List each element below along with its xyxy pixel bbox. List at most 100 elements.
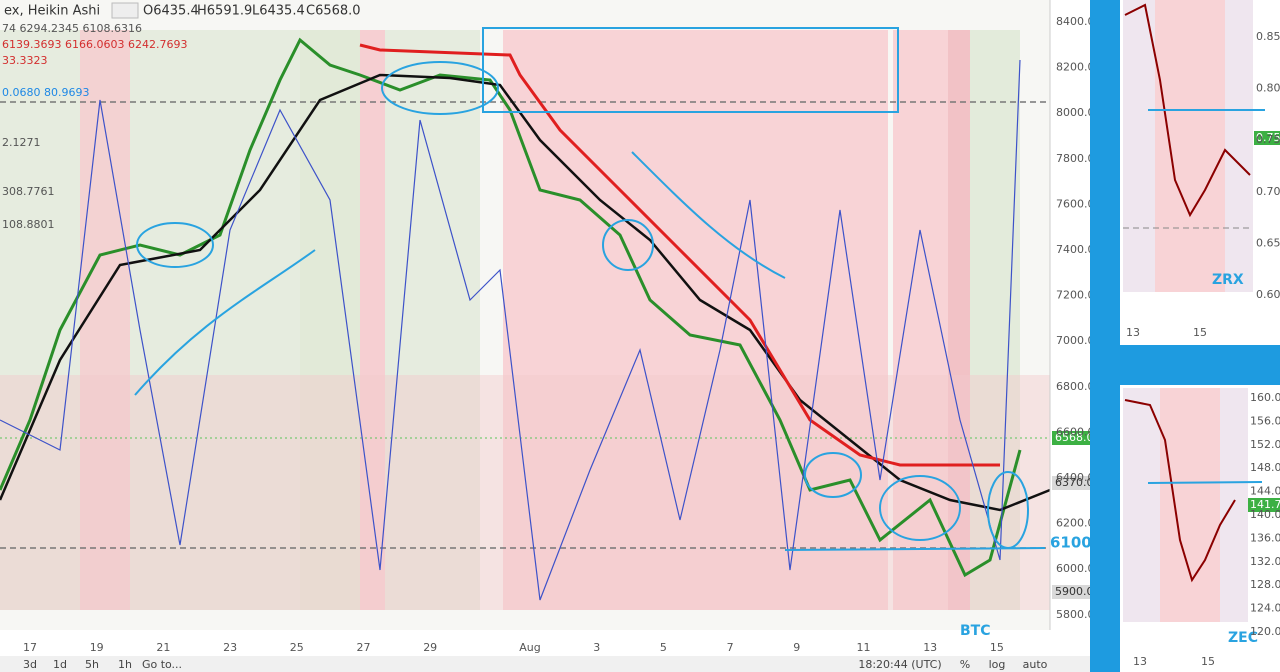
red-zone xyxy=(503,30,888,610)
price-tick-label: 7600.0 xyxy=(1056,197,1095,210)
annotation: ZEC xyxy=(1228,630,1258,646)
red-zone xyxy=(1155,0,1225,292)
price-tick-label: 0.750 xyxy=(1256,133,1280,146)
moving-average xyxy=(0,73,1051,512)
ohlc-open: O6435.4 xyxy=(143,4,199,19)
price-tick-label: 6400.0 xyxy=(1056,471,1095,484)
date-tick-label: 11 xyxy=(857,641,871,654)
date-tick-label: 5 xyxy=(660,641,667,654)
annotation-arrow xyxy=(134,249,316,396)
date-tick-label: 15 xyxy=(990,641,1004,654)
indicator-values: 308.7761 xyxy=(2,185,55,198)
price-tick-label: 0.650 xyxy=(1256,236,1280,249)
date-tick-label: 17 xyxy=(23,641,37,654)
annotation: BTC xyxy=(960,623,991,639)
date-tick-label: 25 xyxy=(290,641,304,654)
price-candles xyxy=(1124,3,1251,218)
cloud xyxy=(0,375,1050,610)
price-label: 0.752 xyxy=(1256,131,1280,144)
price-label: 5900.0 xyxy=(1055,585,1094,598)
annotation-ellipse xyxy=(879,475,961,541)
green-zone xyxy=(970,30,1020,610)
separator xyxy=(1120,345,1280,385)
indicator-values: 33.3323 xyxy=(2,54,48,67)
date-tick-label: 3 xyxy=(593,641,600,654)
toolbar-button[interactable]: 5h xyxy=(85,658,99,671)
price-tick-label: 6600.0 xyxy=(1056,425,1095,438)
price-tick-label: 0.600 xyxy=(1256,288,1280,301)
toolbar-button[interactable]: 18:20:44 (UTC) xyxy=(858,658,941,671)
toolbar-button[interactable]: auto xyxy=(1023,658,1048,671)
price-tick-label: 6200.0 xyxy=(1056,517,1095,530)
price-tick-label: 6800.0 xyxy=(1056,380,1095,393)
price-tick-label: 124.00 xyxy=(1250,602,1280,615)
toolbar-button[interactable]: % xyxy=(960,658,970,671)
date-tick-label: 21 xyxy=(156,641,170,654)
toolbar xyxy=(0,656,1090,672)
annotation-arrow xyxy=(631,151,786,279)
price-tick-label: 7200.0 xyxy=(1056,289,1095,302)
price-tick-label: 0.850 xyxy=(1256,30,1280,43)
moving-average xyxy=(359,43,1000,467)
price-candles xyxy=(1124,399,1236,583)
toolbar-button[interactable]: 1h xyxy=(118,658,132,671)
green-zone xyxy=(300,30,360,610)
price-tick-label: 120.00 xyxy=(1250,625,1280,638)
date-tick-label: 19 xyxy=(90,641,104,654)
price-badge xyxy=(1052,585,1090,599)
date-tick-label: 23 xyxy=(223,641,237,654)
price-badge xyxy=(1052,431,1090,445)
date-tick-label: 13 xyxy=(1126,326,1140,339)
price-tick-label: 132.00 xyxy=(1250,555,1280,568)
price-tick-label: 144.00 xyxy=(1250,485,1280,498)
ohlc-high: H6591.9 xyxy=(197,4,252,19)
annotation-ellipse xyxy=(804,452,862,498)
annotation-line xyxy=(784,547,1046,551)
red-zone xyxy=(1160,388,1220,622)
price-badge xyxy=(1254,131,1280,145)
ohlc-close: C6568.0 xyxy=(306,4,361,19)
price-tick-label: 5800.0 xyxy=(1056,608,1095,621)
separator xyxy=(1090,0,1120,672)
annotation: 6100 xyxy=(1050,534,1092,552)
price-tick-label: 140.00 xyxy=(1250,508,1280,521)
annotation-line xyxy=(1147,481,1263,484)
price-label: 6568.0 xyxy=(1055,431,1094,444)
price-tick-label: 0.800 xyxy=(1256,82,1280,95)
symbol: ex, Heikin Ashi xyxy=(4,4,100,19)
price-tick-label: 148.00 xyxy=(1250,461,1280,474)
date-tick-label: 27 xyxy=(357,641,371,654)
toolbar-button[interactable]: log xyxy=(989,658,1006,671)
price-tick-label: 152.00 xyxy=(1250,438,1280,451)
toolbar-button[interactable]: 3d xyxy=(23,658,37,671)
price-badge xyxy=(1052,476,1090,490)
toolbar-button[interactable]: 1d xyxy=(53,658,67,671)
price-tick-label: 7800.0 xyxy=(1056,152,1095,165)
annotation-ellipse xyxy=(602,219,654,271)
price-badge xyxy=(1248,498,1280,512)
price-tick-label: 6000.0 xyxy=(1056,562,1095,575)
price-tick-label: 8400.0 xyxy=(1056,15,1095,28)
annotation: ZRX xyxy=(1212,272,1244,288)
date-tick-label: Aug xyxy=(519,641,540,654)
ohlc-low: L6435.4 xyxy=(252,4,305,19)
toolbar-button[interactable]: Go to... xyxy=(142,658,182,671)
date-tick-label: 13 xyxy=(923,641,937,654)
annotation-ellipse xyxy=(381,61,499,115)
price-tick-label: 128.00 xyxy=(1250,578,1280,591)
header-buttons[interactable] xyxy=(111,2,139,19)
indicator-values: 2.1271 xyxy=(2,136,41,149)
price-tick-label: 8200.0 xyxy=(1056,61,1095,74)
price-tick-label: 136.00 xyxy=(1250,531,1280,544)
price-label: 6370.0 xyxy=(1055,476,1094,489)
price-tick-label: 8000.0 xyxy=(1056,106,1095,119)
price-tick-label: 7400.0 xyxy=(1056,243,1095,256)
price-tick-label: 160.00 xyxy=(1250,391,1280,404)
price-tick-label: 7000.0 xyxy=(1056,334,1095,347)
annotation-ellipse xyxy=(136,222,214,268)
date-tick-label: 7 xyxy=(727,641,734,654)
date-tick-label: 29 xyxy=(423,641,437,654)
date-tick-label: 15 xyxy=(1193,326,1207,339)
indicator-values: 6139.3693 6166.0603 6242.7693 xyxy=(2,38,187,51)
